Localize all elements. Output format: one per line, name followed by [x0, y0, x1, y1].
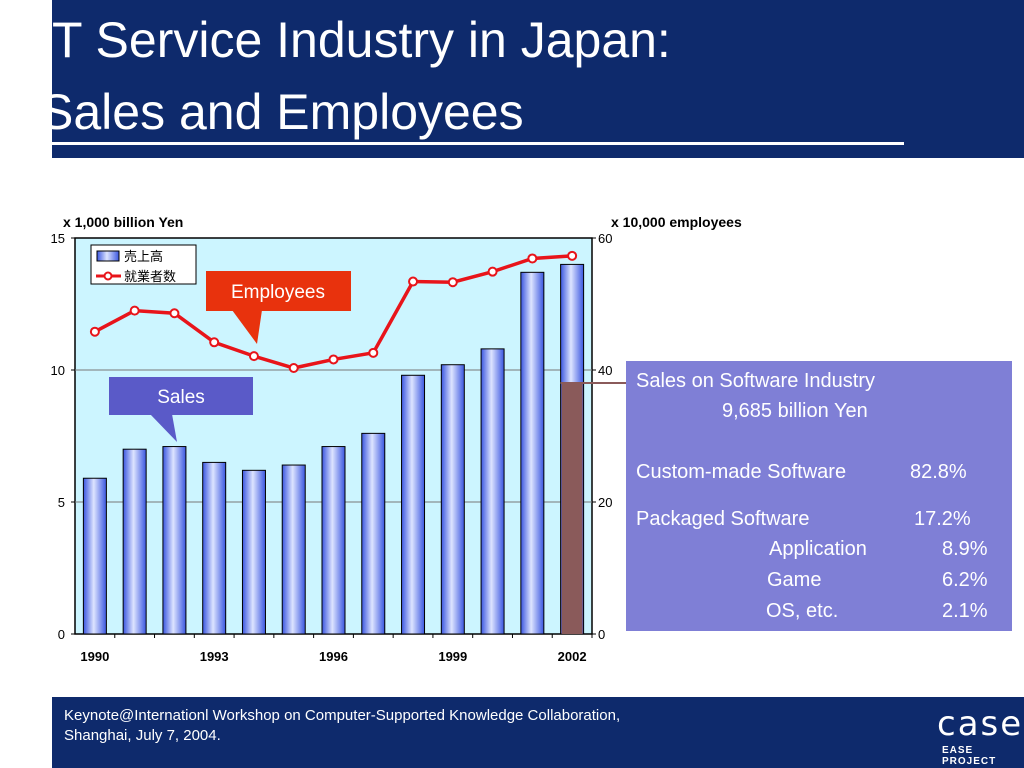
sales-callout-pointer	[150, 414, 177, 442]
sales-bar-1996	[321, 446, 346, 635]
employees-callout-label: Employees	[231, 282, 325, 303]
application-value: 8.9%	[942, 538, 988, 560]
sales-bar-2000	[480, 348, 505, 635]
right-tick-label-40: 40	[598, 363, 612, 378]
x-tick-label-1990: 1990	[80, 649, 109, 664]
sales-bars	[82, 263, 585, 635]
sales-callout-label: Sales	[157, 387, 205, 408]
sales-bar-1997	[361, 432, 386, 635]
x-tick-label-2002: 2002	[558, 649, 587, 664]
custom-software-label: Custom-made Software	[636, 461, 847, 483]
employees-point-1995	[288, 363, 299, 374]
software-highlight	[560, 382, 626, 634]
employees-point-1993	[209, 337, 220, 348]
slide-title-line-1: T Service Industry in Japan:	[52, 12, 671, 68]
employees-point-1994	[248, 351, 259, 362]
right-axis-unit: x 10,000 employees	[611, 214, 742, 230]
sales-bar-1994	[241, 469, 266, 635]
chart-callouts: Employees Sales	[109, 271, 351, 442]
employees-point-2002	[567, 250, 578, 261]
packaged-software-label: Packaged Software	[636, 508, 810, 530]
sales-bar-1993	[202, 461, 227, 635]
employees-point-1992	[169, 308, 180, 319]
software-sales-highlight-bar	[561, 383, 583, 634]
sales-bar-1995	[281, 464, 306, 635]
employees-point-2000	[487, 266, 498, 277]
application-label: Application	[769, 538, 867, 560]
employees-point-2001	[527, 253, 538, 264]
employees-point-1996	[328, 354, 339, 365]
employees-line	[89, 250, 578, 374]
employees-point-1991	[129, 305, 140, 316]
employees-callout-box	[206, 271, 351, 311]
ease-logo-caption: EASE PROJECT	[942, 745, 997, 767]
left-tick-label-10: 10	[51, 363, 65, 378]
legend-label-employees: 就業者数	[124, 269, 176, 285]
x-tick-label-1993: 1993	[200, 649, 229, 664]
os-label: OS, etc.	[766, 600, 839, 622]
sales-bar-1998	[401, 374, 426, 635]
right-tick-label-60: 60	[598, 231, 612, 246]
os-value: 2.1%	[942, 600, 988, 622]
sales-bar-1991	[122, 448, 147, 635]
legend-line-marker	[103, 271, 113, 281]
info-line-2: 9,685 billion Yen	[722, 400, 868, 422]
left-tick-label-15: 15	[51, 231, 65, 246]
legend-bar-swatch	[96, 250, 120, 262]
footer-line-1: Keynote@Internationl Workshop on Compute…	[64, 707, 621, 724]
left-tick-label-0: 0	[58, 627, 65, 642]
right-tick-label-20: 20	[598, 495, 612, 510]
sales-bar-1992	[162, 446, 187, 635]
x-tick-label-1999: 1999	[438, 649, 467, 664]
slide-title-line-2: Sales and Employees	[52, 84, 524, 140]
left-tick-label-5: 5	[58, 495, 65, 510]
title-underline	[52, 142, 904, 145]
sales-callout-box	[109, 377, 253, 415]
sales-bar-1999	[440, 364, 465, 635]
game-value: 6.2%	[942, 569, 988, 591]
legend-label-sales: 売上高	[124, 249, 163, 265]
custom-software-value: 82.8%	[910, 461, 967, 483]
packaged-software-value: 17.2%	[914, 508, 971, 530]
employees-point-1997	[368, 347, 379, 358]
title-bar: T Service Industry in Japan: Sales and E…	[52, 0, 1024, 158]
info-line-1: Sales on Software Industry	[636, 370, 876, 392]
footer-line-2: Shanghai, July 7, 2004.	[64, 727, 221, 744]
software-sales-info-box: Sales on Software Industry 9,685 billion…	[626, 361, 1012, 631]
employees-point-1990	[89, 326, 100, 337]
ease-logo-icon: case	[937, 704, 1024, 744]
footer-bar: Keynote@Internationl Workshop on Compute…	[52, 697, 1024, 768]
employees-callout-pointer	[232, 310, 262, 344]
axis-ticks: 0 5 10 15 0 20 40 60 1990 1993 1996 1999 2002	[51, 231, 613, 664]
sales-bar-2001	[520, 271, 545, 635]
right-tick-label-0: 0	[598, 627, 605, 642]
sales-bar-1990	[82, 477, 107, 635]
left-axis-unit: x 1,000 billion Yen	[63, 214, 183, 230]
game-label: Game	[767, 569, 822, 591]
footer-text: Keynote@Internationl Workshop on Compute…	[64, 706, 764, 746]
x-tick-label-1996: 1996	[319, 649, 348, 664]
employees-point-1999	[447, 277, 458, 288]
employees-point-1998	[408, 276, 419, 287]
